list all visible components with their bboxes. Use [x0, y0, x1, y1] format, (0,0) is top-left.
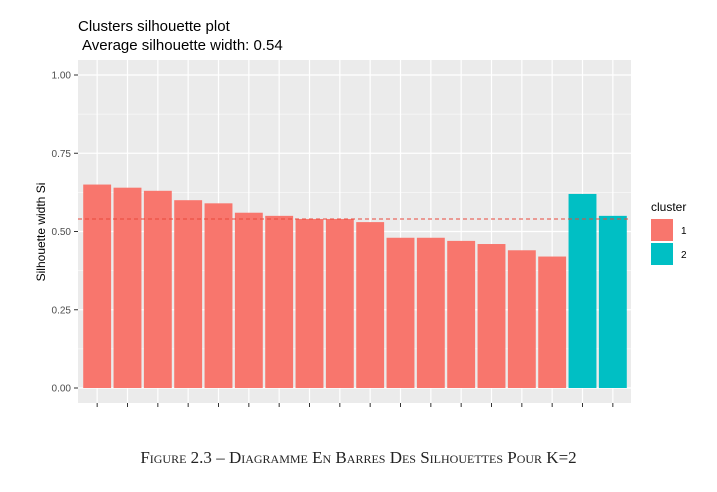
- figure-label: Figure 2.3: [140, 448, 212, 467]
- silhouette-chart: Clusters silhouette plot Average silhoue…: [34, 18, 687, 407]
- bar-cluster-1: [204, 203, 233, 388]
- legend-swatch-cluster-1: [651, 219, 673, 241]
- bar-cluster-1: [356, 222, 385, 388]
- bar-cluster-1: [538, 256, 567, 388]
- legend-label-cluster-1: 1: [681, 226, 687, 237]
- bars: [83, 184, 627, 388]
- bar-cluster-1: [113, 187, 142, 388]
- legend-title: cluster: [651, 200, 686, 214]
- caption-separator: –: [211, 448, 229, 467]
- legend-swatch-cluster-2: [651, 243, 673, 265]
- y-tick-label: 1.00: [52, 71, 72, 82]
- y-axis: 0.00 0.25 0.50 0.75 1.00: [52, 71, 78, 395]
- y-tick-label: 0.50: [52, 227, 72, 238]
- bar-cluster-1: [265, 215, 294, 388]
- y-tick-label: 0.75: [52, 149, 72, 160]
- bar-cluster-1: [174, 200, 203, 388]
- bar-cluster-1: [477, 244, 506, 388]
- bar-cluster-2: [568, 193, 597, 388]
- bar-cluster-1: [295, 218, 324, 388]
- chart-title: Clusters silhouette plot: [78, 18, 231, 35]
- bar-cluster-1: [83, 184, 112, 388]
- caption-text: Diagramme En Barres Des Silhouettes Pour…: [228, 448, 577, 467]
- bar-cluster-1: [143, 190, 172, 388]
- legend: cluster 1 2: [651, 200, 687, 265]
- bar-cluster-1: [507, 250, 536, 388]
- y-tick-label: 0.00: [52, 384, 72, 395]
- x-axis: [96, 403, 614, 407]
- bar-cluster-1: [325, 218, 354, 388]
- chart-subtitle: Average silhouette width: 0.54: [82, 37, 283, 54]
- bar-cluster-1: [386, 237, 415, 388]
- figure-caption: Figure 2.3 – Diagramme En Barres Des Sil…: [0, 448, 717, 468]
- bar-cluster-1: [416, 237, 445, 388]
- bar-cluster-2: [598, 215, 627, 388]
- bar-cluster-1: [234, 212, 263, 388]
- y-axis-title: Silhouette width Si: [34, 183, 48, 282]
- bar-cluster-1: [447, 240, 476, 388]
- y-tick-label: 0.25: [52, 305, 72, 316]
- legend-label-cluster-2: 2: [681, 250, 687, 261]
